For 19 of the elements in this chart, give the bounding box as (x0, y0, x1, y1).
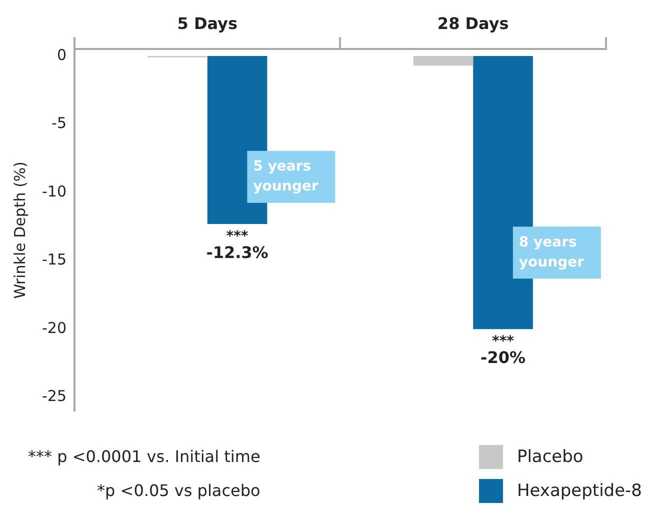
annotation: *** (226, 228, 249, 245)
data-label: -12.3% (206, 243, 268, 262)
x-tick-label: 28 Days (437, 14, 509, 33)
y-tick-label: -25 (42, 387, 66, 406)
legend-label: Hexapeptide-8 (516, 481, 642, 501)
text: *p <0.05 vs placebo (96, 480, 260, 502)
y-tick-label: -20 (42, 318, 66, 337)
text: *** p <0.0001 vs. Initial time (28, 446, 260, 468)
y-tick-label: -5 (52, 114, 66, 132)
y-tick-label: -15 (42, 250, 66, 269)
annotation: 8 years younger (518, 234, 584, 270)
data-label: -20% (480, 348, 526, 368)
x-tick-label: 5 Days (177, 14, 238, 33)
legend-label: Placebo (516, 447, 584, 467)
annotation: *** (492, 334, 515, 350)
y-tick-label: -10 (42, 182, 66, 200)
annotation: 5 years younger (253, 158, 318, 195)
y-axis-title: Wrinkle Depth (%) (10, 161, 29, 299)
y-tick-label: 0 (56, 46, 66, 64)
